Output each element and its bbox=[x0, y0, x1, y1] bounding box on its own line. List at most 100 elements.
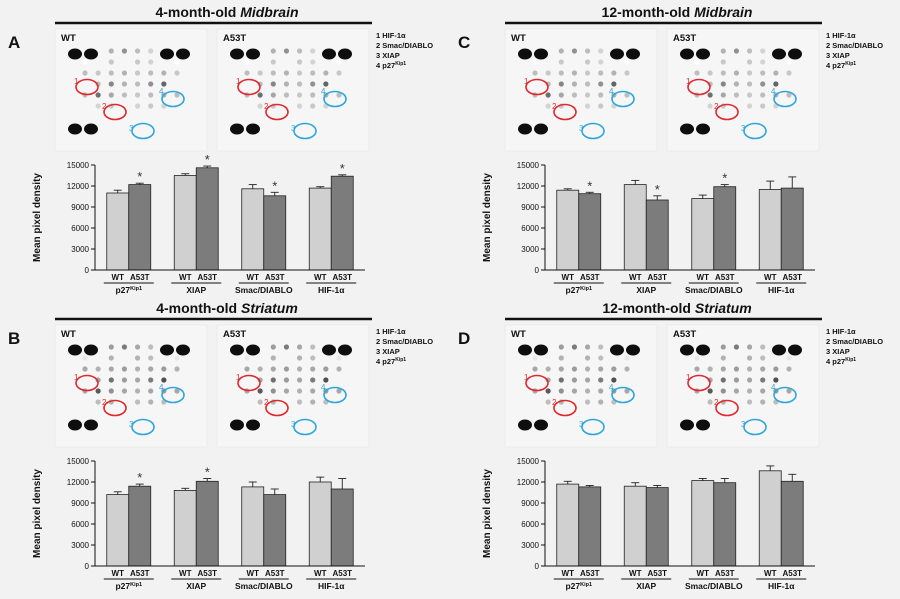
blot-annotation-circle bbox=[237, 78, 261, 96]
blot-reference-spot bbox=[230, 48, 244, 60]
blot-array-spot bbox=[598, 388, 604, 394]
blot-annotation-number: 4 bbox=[321, 383, 326, 392]
x-tick-label: A53T bbox=[197, 273, 217, 282]
blot-array-spot bbox=[720, 344, 726, 350]
blot-array-spot bbox=[283, 70, 290, 76]
blot-array-spot bbox=[571, 81, 578, 87]
blot-array-spot bbox=[283, 388, 290, 394]
blot-array-spot bbox=[82, 70, 88, 76]
blot-legend-item: 2 Smac/DIABLO bbox=[826, 41, 883, 50]
blot-array-spot bbox=[108, 70, 114, 76]
x-tick-label: A53T bbox=[580, 273, 600, 282]
x-tick-label: A53T bbox=[782, 569, 802, 578]
blot-reference-spot bbox=[68, 344, 82, 356]
blot-array-spot bbox=[174, 70, 180, 76]
blot-array-spot bbox=[733, 81, 740, 87]
blot-array-spot bbox=[746, 344, 753, 350]
blot-array-spot bbox=[148, 92, 154, 98]
blot-reference-spot bbox=[338, 48, 352, 60]
blot-array-spot bbox=[148, 48, 154, 54]
blot-legend-item: 2 Smac/DIABLO bbox=[826, 337, 883, 346]
blot-reference-spot bbox=[338, 344, 352, 356]
blot-annotation-circle bbox=[773, 386, 797, 404]
blot-array-spot bbox=[786, 70, 792, 76]
blot-annotation-circle bbox=[525, 374, 549, 392]
blot-annotation-circle bbox=[265, 103, 289, 121]
blot-annotation-number: 2 bbox=[552, 102, 557, 111]
blot-array-spot bbox=[746, 48, 753, 54]
category-superscript: Kip1 bbox=[580, 582, 592, 588]
blot-array-spot bbox=[571, 344, 578, 350]
blot-array-spot bbox=[746, 355, 753, 361]
blot-array-spot bbox=[270, 366, 276, 372]
blot-array-spot bbox=[746, 366, 753, 372]
blot-legend-item: 3 XIAP bbox=[376, 347, 400, 356]
blot-array-spot bbox=[773, 70, 779, 76]
bar-wt bbox=[556, 483, 580, 567]
y-tick-label: 3000 bbox=[521, 541, 539, 550]
blot-reference-spot bbox=[610, 48, 624, 60]
blot-annotation-number: 4 bbox=[771, 87, 776, 96]
blot-reference-spot bbox=[772, 344, 786, 356]
blot-reference-spot bbox=[84, 48, 98, 60]
blot-array-spot bbox=[598, 70, 604, 76]
blot-array-spot bbox=[624, 70, 630, 76]
blot-array-spot bbox=[611, 377, 617, 383]
blot-array-spot bbox=[134, 70, 141, 76]
blot-annotation-circle bbox=[293, 418, 317, 436]
x-tick-label: A53T bbox=[130, 569, 150, 578]
blot-array-spot bbox=[720, 48, 726, 54]
blot-annotation-circle bbox=[75, 374, 99, 392]
bar-wt bbox=[623, 184, 647, 271]
x-tick-label: A53T bbox=[130, 273, 150, 282]
blot-array-spot bbox=[174, 366, 180, 372]
blot-array-spot bbox=[571, 92, 578, 98]
blot-annotation-circle bbox=[715, 399, 739, 417]
blot-annotation-circle bbox=[687, 78, 711, 96]
bar-a53t bbox=[780, 187, 804, 271]
blot-reference-spot bbox=[230, 419, 244, 431]
panel-title: 12-month-old Midbrain bbox=[602, 4, 753, 20]
blot-annotation-circle bbox=[743, 418, 767, 436]
blot-array-spot bbox=[746, 388, 753, 394]
blot-array-spot bbox=[584, 59, 591, 65]
blot-array-spot bbox=[773, 366, 779, 372]
blot-array-spot bbox=[733, 377, 740, 383]
blot-annotation-circle bbox=[293, 122, 317, 140]
x-tick-label: A53T bbox=[265, 569, 285, 578]
blot-array-spot bbox=[134, 103, 141, 109]
blot-annotation-number: 3 bbox=[129, 124, 134, 133]
blot-array-spot bbox=[624, 388, 630, 394]
blot-reference-spot bbox=[84, 344, 98, 356]
blot-legend-superscript: Kip1 bbox=[395, 61, 406, 67]
blot-array-spot bbox=[310, 70, 316, 76]
blot-array-spot bbox=[108, 388, 114, 394]
blot-reference-spot bbox=[322, 344, 336, 356]
blot-array-spot bbox=[571, 388, 578, 394]
bar-a53t bbox=[780, 480, 804, 567]
blot-array-spot bbox=[746, 399, 753, 405]
blot-array-spot bbox=[545, 70, 551, 76]
x-tick-label: WT bbox=[562, 273, 575, 282]
blot-annotation-circle bbox=[581, 122, 605, 140]
blot-reference-spot bbox=[680, 48, 694, 60]
category-label: p27Kip1 bbox=[565, 581, 592, 591]
blot-sample-label: A53T bbox=[223, 329, 246, 340]
blot-array-spot bbox=[134, 344, 141, 350]
blot-reference-spot bbox=[626, 344, 640, 356]
x-tick-label: WT bbox=[314, 569, 327, 578]
blot-annotation-circle bbox=[323, 90, 347, 108]
x-tick-label: WT bbox=[179, 569, 192, 578]
blot-sample-label: WT bbox=[61, 329, 76, 340]
blot-array-spot bbox=[310, 81, 316, 87]
blot-array-spot bbox=[310, 355, 316, 361]
blot-array-spot bbox=[296, 70, 303, 76]
category-label: HIF-1α bbox=[318, 285, 345, 295]
blot-array-spot bbox=[323, 366, 329, 372]
blot-annotation-number: 2 bbox=[102, 102, 107, 111]
blot-reference-spot bbox=[176, 48, 190, 60]
blot-array-spot bbox=[611, 70, 617, 76]
blot-array-spot bbox=[571, 377, 578, 383]
